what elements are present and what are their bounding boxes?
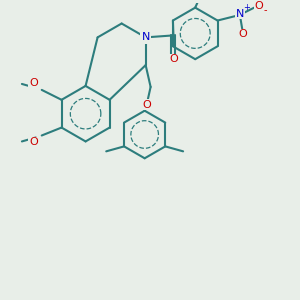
Text: +: + <box>243 3 250 12</box>
Text: N: N <box>142 32 150 42</box>
Text: -: - <box>263 4 267 15</box>
Text: O: O <box>255 1 263 11</box>
Text: O: O <box>169 54 178 64</box>
Text: O: O <box>238 29 247 39</box>
Text: O: O <box>142 100 151 110</box>
Text: N: N <box>236 9 244 19</box>
Text: O: O <box>29 137 38 148</box>
Text: O: O <box>29 78 38 88</box>
